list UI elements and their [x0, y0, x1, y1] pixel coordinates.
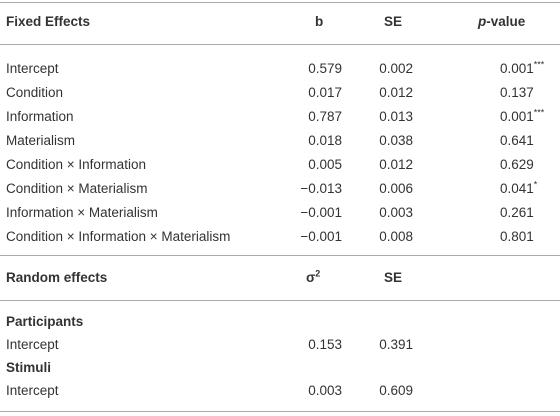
significance: *** — [533, 107, 545, 118]
se-value: 0.008 — [379, 229, 413, 244]
se-value: 0.012 — [379, 157, 413, 172]
p-value-cell: 0.137 — [500, 84, 534, 102]
p-value-cell: 0.629 — [500, 156, 534, 174]
significance: *** — [533, 59, 545, 70]
group-name: Stimuli — [6, 360, 52, 375]
p-value-cell: 0.041* — [500, 180, 537, 198]
se-value: 0.012 — [379, 85, 413, 100]
header-se: SE — [384, 270, 403, 285]
p-value-cell: 0.001*** — [500, 108, 544, 126]
row-label: Intercept — [6, 61, 59, 76]
header-se: SE — [384, 14, 403, 29]
b-value: 0.787 — [308, 109, 342, 124]
header-p: p-value — [478, 13, 525, 31]
header-sigma: σ2 — [306, 269, 320, 287]
row-label: Intercept — [6, 383, 59, 398]
p-value: 0.261 — [500, 205, 534, 220]
significance: * — [533, 179, 538, 190]
row-label: Condition × Information — [6, 157, 146, 172]
rule — [0, 300, 560, 301]
rule — [0, 44, 560, 45]
sigma-sup: 2 — [315, 268, 321, 279]
p-value-cell: 0.261 — [500, 204, 534, 222]
b-value: 0.005 — [308, 157, 342, 172]
b-value: 0.017 — [308, 85, 342, 100]
p-value-cell: 0.641 — [500, 132, 534, 150]
header-p-rest: -value — [486, 14, 526, 29]
row-label: Condition — [6, 85, 64, 100]
se-value: 0.391 — [379, 337, 413, 352]
se-value: 0.006 — [379, 181, 413, 196]
se-value: 0.002 — [379, 61, 413, 76]
p-value: 0.629 — [500, 157, 534, 172]
se-value: 0.609 — [379, 383, 413, 398]
p-value: 0.641 — [500, 133, 534, 148]
p-value-cell: 0.801 — [500, 228, 534, 246]
rule — [0, 255, 560, 256]
se-value: 0.013 — [379, 109, 413, 124]
p-value: 0.001 — [500, 109, 534, 124]
group-name: Participants — [6, 314, 84, 329]
row-label: Condition × Information × Materialism — [6, 229, 231, 244]
rule — [0, 2, 560, 3]
header-label: Random effects — [6, 270, 108, 285]
sigma2-value: 0.003 — [308, 383, 342, 398]
sigma2-value: 0.153 — [308, 337, 342, 352]
b-value: −0.001 — [300, 229, 342, 244]
p-value: 0.801 — [500, 229, 534, 244]
b-value: 0.579 — [308, 61, 342, 76]
b-value: 0.018 — [308, 133, 342, 148]
header-p-italic: p — [478, 14, 487, 29]
row-label: Information — [6, 109, 74, 124]
se-value: 0.003 — [379, 205, 413, 220]
header-b: b — [315, 14, 324, 29]
b-value: −0.001 — [300, 205, 342, 220]
se-value: 0.038 — [379, 133, 413, 148]
sigma: σ — [306, 270, 316, 285]
row-label: Intercept — [6, 337, 59, 352]
header-label: Fixed Effects — [6, 14, 91, 29]
b-value: −0.013 — [300, 181, 342, 196]
row-label: Information × Materialism — [6, 205, 158, 220]
p-value: 0.041 — [500, 181, 534, 196]
p-value-cell: 0.001*** — [500, 60, 544, 78]
rule — [0, 411, 560, 412]
row-label: Materialism — [6, 133, 76, 148]
row-label: Condition × Materialism — [6, 181, 148, 196]
p-value: 0.137 — [500, 85, 534, 100]
p-value: 0.001 — [500, 61, 534, 76]
